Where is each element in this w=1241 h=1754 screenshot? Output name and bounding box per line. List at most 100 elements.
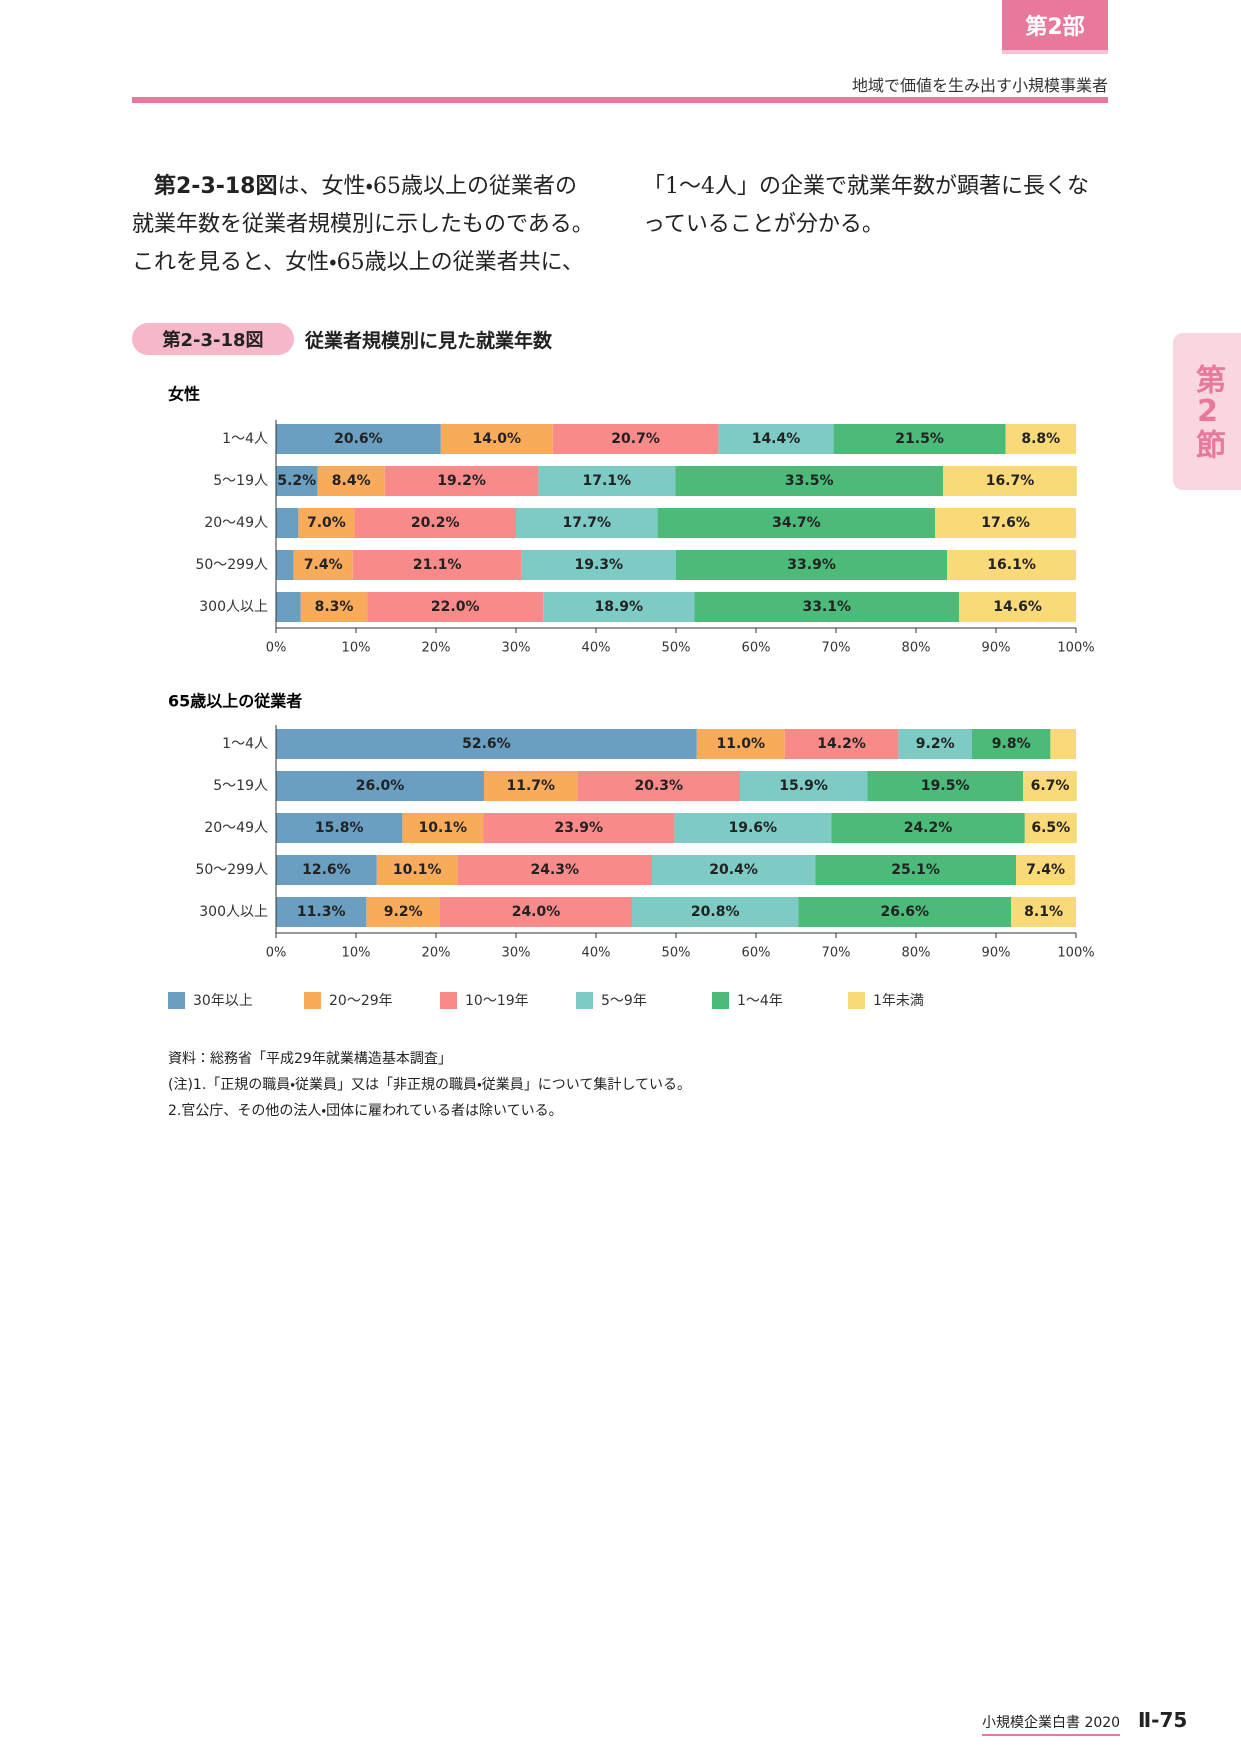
bar-segment	[833, 424, 1006, 454]
bar-segment	[552, 424, 719, 454]
bar-segment	[543, 592, 695, 622]
data-label: 15.8%	[315, 820, 364, 836]
x-tick-label: 100%	[1057, 641, 1094, 656]
section-tab: 第2節	[1173, 333, 1241, 490]
data-label: 24.2%	[904, 820, 953, 836]
bar-segment	[798, 897, 1012, 927]
bar-segment	[577, 771, 740, 801]
data-label: 14.2%	[817, 736, 866, 752]
bar-segment	[516, 508, 658, 538]
bar-segment	[276, 729, 697, 759]
figure-label: 第2-3-18図	[132, 323, 294, 355]
data-label: 20.8%	[691, 904, 740, 920]
data-label: 7.4%	[304, 557, 343, 573]
data-label: 33.1%	[803, 599, 852, 615]
x-tick-label: 30%	[502, 641, 531, 656]
figure-ref: 第2-3-18図	[154, 174, 278, 199]
bar-segment	[367, 592, 544, 622]
data-label: 34.7%	[772, 515, 821, 531]
y-tick-label: 50～299人	[195, 862, 268, 878]
y-tick-label: 20～49人	[204, 515, 268, 531]
data-label: 17.7%	[563, 515, 612, 531]
data-label: 52.6%	[462, 736, 511, 752]
data-label: 9.2%	[384, 904, 423, 920]
data-label: 16.7%	[986, 473, 1035, 489]
bar-segment	[657, 508, 936, 538]
bar-segment	[815, 855, 1016, 885]
legend-swatch	[848, 992, 865, 1009]
bar-segment	[293, 550, 353, 580]
data-label: 6.7%	[1031, 778, 1070, 794]
page-number: Ⅱ-75	[1138, 1708, 1188, 1732]
data-label: 25.1%	[891, 862, 940, 878]
y-tick-label: 5～19人	[213, 778, 268, 794]
legend-label: 10～19年	[465, 993, 529, 1009]
data-label: 20.3%	[635, 778, 684, 794]
bar-segment	[402, 813, 484, 843]
legend-swatch	[304, 992, 321, 1009]
x-tick-label: 40%	[582, 946, 611, 961]
bar-segment	[1005, 424, 1076, 454]
bar-segment	[943, 466, 1077, 496]
x-tick-label: 30%	[502, 946, 531, 961]
bar-segment	[740, 771, 868, 801]
bar-segment	[366, 897, 440, 927]
y-tick-label: 300人以上	[199, 904, 268, 920]
x-tick-label: 90%	[982, 641, 1011, 656]
data-label: 7.4%	[1026, 862, 1065, 878]
data-label: 14.4%	[752, 431, 801, 447]
data-label: 11.0%	[717, 736, 766, 752]
data-label: 24.3%	[531, 862, 580, 878]
bar-segment	[652, 855, 816, 885]
bar-segment	[675, 466, 944, 496]
bar-segment	[959, 592, 1076, 622]
x-tick-label: 60%	[742, 946, 771, 961]
legend-label: 5～9年	[601, 993, 647, 1009]
x-tick-label: 0%	[266, 946, 287, 961]
x-tick-label: 10%	[342, 946, 371, 961]
data-label: 17.6%	[981, 515, 1030, 531]
data-label: 26.0%	[356, 778, 405, 794]
bar-segment	[384, 466, 539, 496]
bar-segment	[521, 550, 676, 580]
data-label: 15.9%	[779, 778, 828, 794]
legend-swatch	[712, 992, 729, 1009]
header-rule	[132, 97, 1108, 103]
bar-segment	[483, 813, 675, 843]
data-label: 11.7%	[507, 778, 556, 794]
data-label: 12.6%	[302, 862, 351, 878]
x-tick-label: 100%	[1057, 946, 1094, 961]
bar-segment	[352, 550, 522, 580]
bar-segment	[376, 855, 458, 885]
data-label: 33.5%	[785, 473, 834, 489]
data-label: 10.1%	[419, 820, 468, 836]
note: 2.官公庁、その他の法人・団体に雇われている者は除いている。	[168, 1103, 563, 1119]
data-label: 19.2%	[437, 473, 486, 489]
bar-segment	[276, 771, 484, 801]
note: (注)1.「正規の職員・従業員」又は「非正規の職員・従業員」について集計している…	[168, 1077, 691, 1093]
x-tick-label: 70%	[822, 946, 851, 961]
bar-segment	[784, 729, 899, 759]
bar-segment	[1016, 855, 1076, 885]
data-label: 20.7%	[611, 431, 660, 447]
header-subtitle: 地域で価値を生み出す小規模事業者	[851, 76, 1108, 95]
y-tick-label: 20～49人	[204, 820, 268, 836]
data-label: 10.1%	[393, 862, 442, 878]
bar-segment	[440, 897, 632, 927]
legend-label: 20～29年	[329, 993, 393, 1009]
bar-segment	[718, 424, 834, 454]
bar-segment	[276, 813, 403, 843]
x-tick-label: 40%	[582, 641, 611, 656]
bar-segment	[972, 729, 1051, 759]
x-tick-label: 60%	[742, 641, 771, 656]
bar-segment	[867, 771, 1024, 801]
data-label: 8.8%	[1021, 431, 1060, 447]
data-label: 20.4%	[709, 862, 758, 878]
data-label: 20.6%	[334, 431, 383, 447]
bar-segment	[276, 897, 367, 927]
data-label: 11.3%	[297, 904, 346, 920]
bar-segment	[1023, 771, 1077, 801]
y-tick-label: 300人以上	[199, 599, 268, 615]
x-tick-label: 0%	[266, 641, 287, 656]
